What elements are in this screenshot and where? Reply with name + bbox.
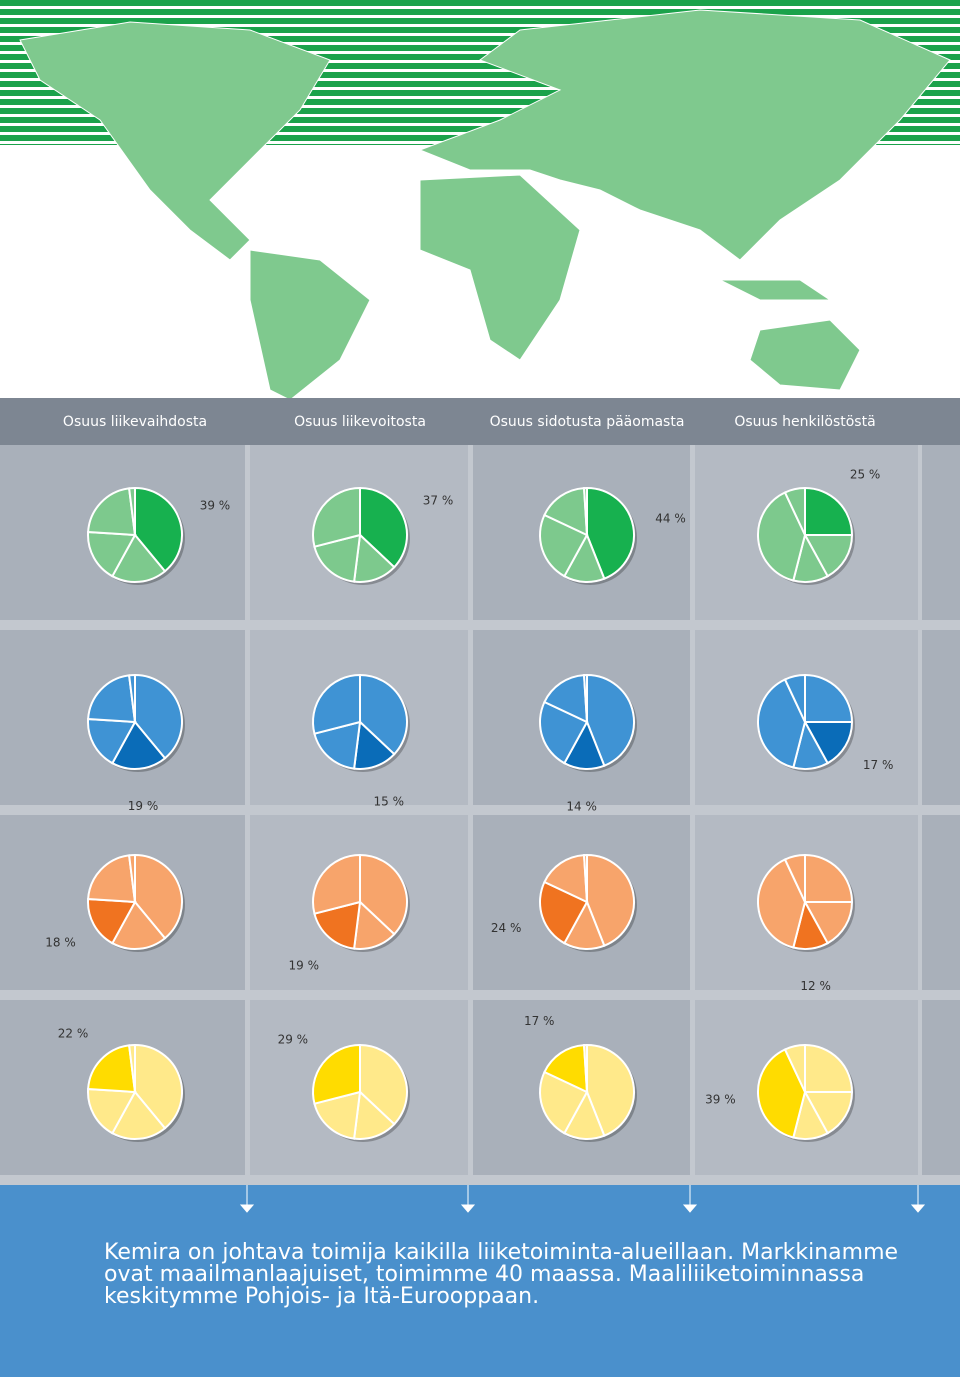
pie-slice bbox=[110, 900, 167, 950]
panel bbox=[922, 1000, 960, 1175]
caption: Kemira on johtava toimija kaikilla liike… bbox=[104, 1240, 899, 1309]
pie-slice bbox=[313, 720, 362, 770]
pie-slice bbox=[582, 673, 588, 723]
pie-slice bbox=[312, 1043, 361, 1105]
pie-slice bbox=[757, 858, 807, 949]
pie-slice bbox=[87, 1044, 137, 1094]
caption-band bbox=[0, 1185, 960, 1377]
arrow bbox=[239, 1185, 255, 1213]
pie-slice bbox=[313, 1090, 362, 1140]
pie-slice bbox=[313, 900, 362, 950]
value-label: 19 % bbox=[289, 958, 320, 972]
header-bar bbox=[0, 398, 960, 445]
pie-slice bbox=[783, 1043, 806, 1093]
column-header: Osuus liikevaihdosta bbox=[63, 414, 207, 430]
arrow bbox=[910, 1185, 926, 1213]
pie-slice bbox=[87, 1087, 137, 1135]
panel bbox=[922, 815, 960, 990]
pie-slice bbox=[783, 673, 806, 723]
pie-slice bbox=[134, 673, 183, 760]
pie-slice bbox=[586, 673, 635, 767]
pie-slice bbox=[804, 1043, 854, 1093]
pie-slice bbox=[586, 486, 635, 580]
pie-slice bbox=[586, 1043, 635, 1137]
pie-slice bbox=[134, 1043, 183, 1130]
arrow bbox=[682, 1185, 698, 1213]
pie-slice bbox=[312, 853, 361, 915]
value-label: 18 % bbox=[45, 935, 76, 949]
pie-slice bbox=[582, 486, 588, 536]
pie-slice bbox=[127, 853, 136, 903]
pie-slice bbox=[312, 486, 361, 548]
pie-slice bbox=[134, 486, 183, 573]
pie-slice bbox=[87, 717, 137, 765]
pie-slice bbox=[757, 491, 807, 582]
panel bbox=[922, 630, 960, 805]
pie-slice bbox=[134, 853, 183, 940]
value-label: 12 % bbox=[800, 979, 831, 993]
pie-slice bbox=[87, 897, 137, 945]
pie-slice bbox=[87, 854, 137, 904]
value-label: 44 % bbox=[655, 512, 686, 526]
pie-slice bbox=[127, 673, 136, 723]
pie-slice bbox=[804, 486, 854, 536]
column-header: Osuus sidotusta pääomasta bbox=[490, 414, 685, 430]
pie-slice bbox=[87, 530, 137, 578]
value-label: 24 % bbox=[491, 921, 522, 935]
pie-slice bbox=[582, 853, 588, 903]
value-label: 25 % bbox=[850, 467, 881, 481]
value-label: 37 % bbox=[423, 494, 454, 508]
value-label: 22 % bbox=[58, 1026, 89, 1040]
pie-slice bbox=[757, 678, 807, 769]
pie-slice bbox=[359, 1043, 408, 1126]
value-label: 19 % bbox=[128, 799, 159, 813]
pie-slice bbox=[586, 853, 635, 947]
value-label: 14 % bbox=[566, 799, 597, 813]
pie-slice bbox=[783, 853, 806, 903]
world-map bbox=[19, 9, 951, 401]
pie-slice bbox=[804, 853, 854, 903]
pie-slice bbox=[127, 1043, 136, 1093]
value-label: 39 % bbox=[200, 499, 231, 513]
value-label: 39 % bbox=[705, 1092, 736, 1106]
column-header: Osuus henkilöstöstä bbox=[734, 414, 875, 430]
pie-slice bbox=[804, 673, 854, 723]
pie-slice bbox=[783, 486, 806, 536]
pie-slice bbox=[313, 533, 362, 583]
pie-slice bbox=[87, 674, 137, 724]
pie-slice bbox=[582, 1043, 588, 1093]
pie-slice bbox=[110, 720, 167, 770]
pie-slice bbox=[87, 487, 137, 537]
pie-slice bbox=[127, 486, 136, 536]
value-label: 17 % bbox=[863, 758, 894, 772]
value-label: 15 % bbox=[374, 794, 405, 808]
pie-slice bbox=[110, 1090, 167, 1140]
pie-slice bbox=[359, 853, 408, 936]
pie-slice bbox=[359, 673, 408, 756]
value-label: 17 % bbox=[524, 1014, 555, 1028]
value-label: 29 % bbox=[278, 1032, 309, 1046]
pie-slice bbox=[312, 673, 361, 735]
panel bbox=[922, 445, 960, 620]
arrow bbox=[460, 1185, 476, 1213]
pie-slice bbox=[359, 486, 408, 569]
pie-slice bbox=[757, 1048, 807, 1139]
pie-slice bbox=[110, 533, 167, 583]
column-header: Osuus liikevoitosta bbox=[294, 414, 426, 430]
